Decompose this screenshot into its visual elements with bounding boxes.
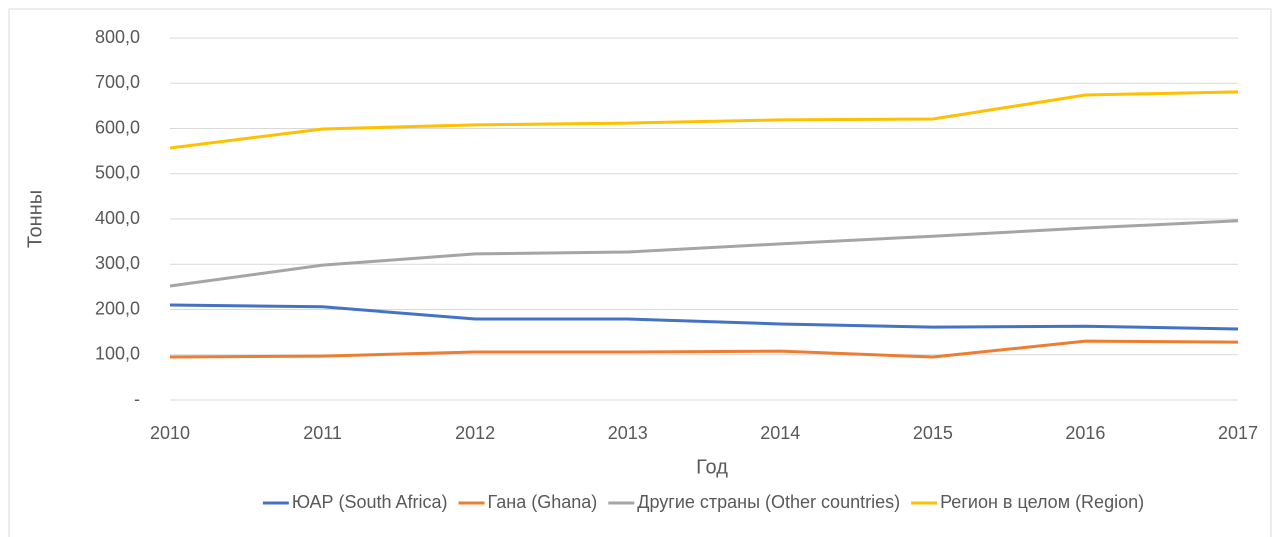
x-tick-label: 2016 — [1065, 423, 1105, 443]
y-tick-label: 500,0 — [95, 163, 140, 183]
x-tick-label: 2011 — [303, 423, 342, 443]
y-tick-label: - — [134, 389, 140, 409]
x-tick-label: 2013 — [608, 423, 648, 443]
y-tick-label: 400,0 — [95, 208, 140, 228]
x-tick-label: 2010 — [150, 423, 190, 443]
x-tick-label: 2012 — [455, 423, 495, 443]
legend-label: Другие страны (Other countries) — [637, 492, 900, 512]
x-tick-label: 2014 — [760, 423, 800, 443]
legend-label: Гана (Ghana) — [488, 492, 598, 512]
x-axis-label: Год — [696, 456, 728, 478]
y-tick-label: 300,0 — [95, 253, 140, 273]
y-tick-label: 800,0 — [95, 27, 140, 47]
legend-label: Регион в целом (Region) — [940, 492, 1144, 512]
series-line — [169, 90, 1239, 150]
x-tick-label: 2015 — [913, 423, 953, 443]
series-line — [169, 303, 1239, 331]
legend-label: ЮАР (South Africa) — [292, 492, 448, 512]
chart-frame — [8, 8, 1272, 537]
y-axis-label: Тонны — [24, 190, 46, 248]
y-tick-label: 200,0 — [95, 298, 140, 318]
series-line — [169, 219, 1239, 288]
y-tick-label: 100,0 — [95, 344, 140, 364]
y-tick-label: 600,0 — [95, 117, 140, 137]
series-line — [169, 339, 1239, 359]
x-tick-label: 2017 — [1218, 423, 1258, 443]
y-tick-label: 700,0 — [95, 72, 140, 92]
